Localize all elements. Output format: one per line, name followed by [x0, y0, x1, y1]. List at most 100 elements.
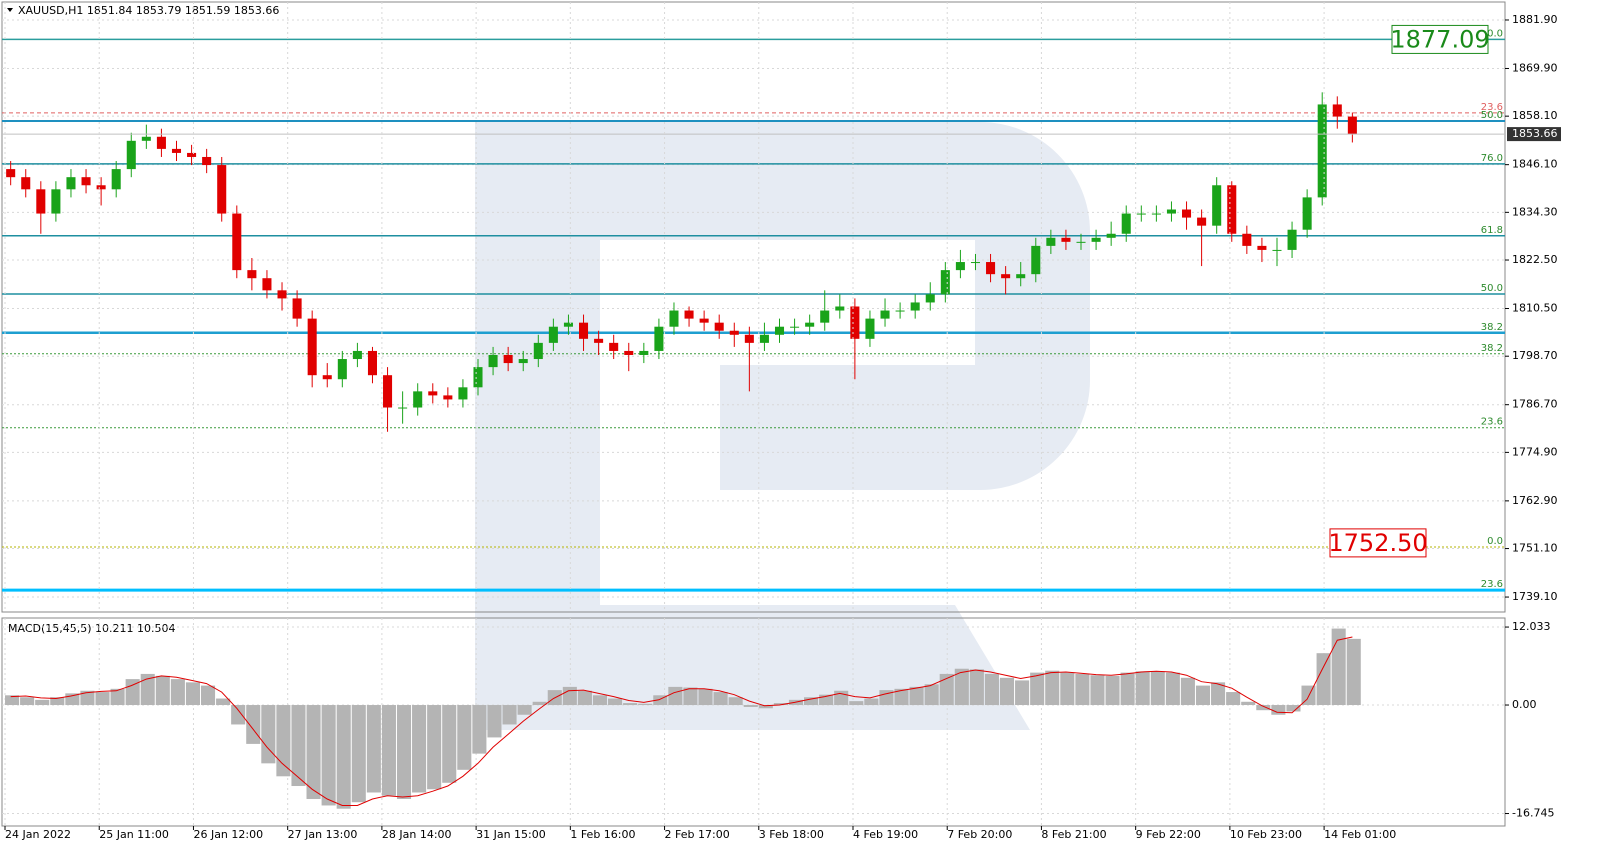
candle-body	[503, 354, 513, 364]
candle-body	[1001, 274, 1011, 279]
candle-body	[458, 387, 468, 400]
macd-bar	[623, 703, 638, 706]
macd-bar	[1331, 628, 1346, 706]
macd-bar	[864, 698, 879, 706]
x-tick-label: 25 Jan 11:00	[99, 828, 169, 841]
macd-bar	[698, 688, 713, 706]
candle-body	[699, 318, 709, 323]
candle-body	[307, 318, 317, 376]
macd-bar	[819, 694, 834, 706]
macd-bar	[185, 682, 200, 706]
candle-body	[292, 298, 302, 319]
candle-body	[639, 350, 649, 355]
macd-bar	[412, 705, 427, 793]
target-label: 1752.50	[1328, 529, 1427, 557]
macd-pane	[1, 617, 1506, 827]
candle-body	[277, 290, 287, 299]
candle-body	[96, 185, 106, 190]
candle-body	[247, 270, 257, 279]
candle-body	[805, 322, 815, 327]
macd-bar	[758, 705, 773, 709]
candle-body	[398, 407, 408, 409]
fib-level-label: 23.6	[1481, 102, 1503, 113]
macd-bar	[1346, 638, 1361, 706]
macd-bar	[231, 705, 246, 725]
macd-bar	[1045, 670, 1060, 706]
macd-bar	[1135, 671, 1150, 706]
candle-body	[579, 322, 589, 339]
candle-body	[880, 310, 890, 319]
fib-level-label: 38.2	[1481, 343, 1503, 354]
target-box	[1329, 528, 1427, 558]
candle-body	[1106, 233, 1116, 238]
macd-bar	[592, 695, 608, 706]
candle-body	[774, 326, 785, 335]
fib-level-label: 76.0	[1481, 153, 1503, 164]
candle-body	[111, 169, 121, 190]
macd-bar	[909, 686, 924, 706]
macd-bar	[216, 698, 231, 706]
candle-body	[428, 391, 438, 396]
candle-body	[1031, 245, 1041, 275]
candle-body	[609, 342, 619, 351]
macd-bar	[728, 697, 743, 706]
macd-bar	[804, 697, 819, 706]
candle-body	[1317, 104, 1327, 198]
macd-bar	[879, 690, 894, 706]
macd-bar	[1316, 653, 1331, 706]
y-tick-label: 1822.50	[1512, 253, 1558, 266]
macd-bar	[577, 690, 592, 706]
candle-body	[1091, 237, 1101, 242]
macd-bar	[110, 688, 125, 706]
macd-bar	[1105, 675, 1120, 706]
candle-body	[744, 334, 754, 343]
candle-body	[1197, 217, 1207, 226]
macd-bar	[1211, 682, 1226, 706]
fib-level-label: 23.6	[1481, 417, 1503, 428]
macd-bar	[924, 684, 939, 706]
y-tick-label: 1786.70	[1512, 398, 1558, 411]
candle-body	[1227, 185, 1237, 234]
macd-bar	[50, 697, 65, 706]
macd-bar	[1180, 677, 1195, 706]
macd-bar	[1286, 705, 1301, 712]
y-tick-label: 1762.90	[1512, 494, 1558, 507]
macd-bar	[427, 705, 442, 790]
fib-level-label: 23.6	[1481, 579, 1503, 590]
macd-bar	[246, 705, 261, 744]
candle-body	[443, 395, 453, 400]
last-price-box	[1507, 127, 1561, 142]
collapse-arrow[interactable]	[7, 8, 13, 12]
macd-bar	[381, 705, 396, 796]
y-tick-label: 1810.50	[1512, 302, 1558, 315]
candle-body	[1302, 197, 1312, 230]
y-tick-label: 1798.70	[1512, 349, 1558, 362]
macd-bar	[969, 669, 984, 706]
candle-body	[413, 391, 423, 408]
candle-body	[6, 169, 16, 178]
macd-bar	[155, 675, 170, 706]
x-tick-label: 9 Feb 22:00	[1136, 828, 1201, 841]
candle-body	[955, 262, 965, 271]
y-tick-label: 0.00	[1512, 698, 1537, 711]
y-tick-label: -16.745	[1512, 807, 1554, 820]
candle-body	[548, 326, 558, 343]
candle-body	[1212, 185, 1222, 226]
x-tick-label: 24 Jan 2022	[5, 828, 71, 841]
candle-body	[1166, 209, 1176, 214]
y-tick-label: 1881.90	[1512, 13, 1558, 26]
candle-body	[187, 152, 197, 157]
macd-bar	[1060, 672, 1075, 706]
fib-level-label: 61.8	[1481, 225, 1503, 236]
macd-bar	[170, 679, 185, 706]
fib-level-label: 50.0	[1481, 110, 1503, 121]
candle-body	[322, 375, 332, 380]
candle-body	[337, 359, 347, 380]
candle-body	[790, 326, 800, 328]
main-pane	[1, 1, 1506, 613]
candle-body	[217, 165, 227, 214]
x-tick-label: 31 Jan 15:00	[476, 828, 546, 841]
macd-bar	[517, 705, 532, 715]
candle-body	[1121, 213, 1131, 234]
